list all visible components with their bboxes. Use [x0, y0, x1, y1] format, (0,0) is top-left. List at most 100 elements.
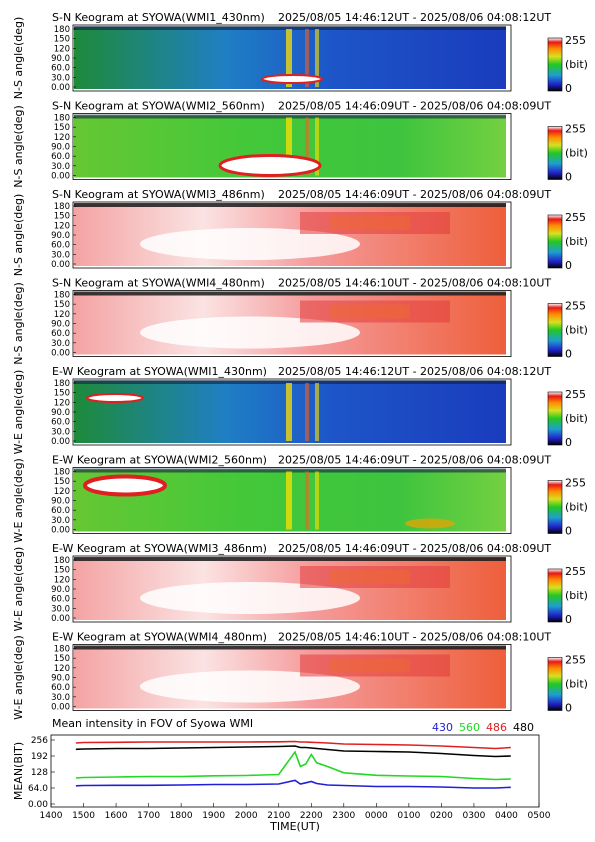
colorbar-unit-label: (bit): [565, 235, 588, 248]
keogram-top-band: [74, 26, 506, 30]
keogram-y-tick-label: 30.0: [51, 693, 70, 703]
keogram-y-tick-label: 120: [54, 133, 70, 143]
colorbar-max-label: 255: [565, 34, 586, 47]
keogram-time-range: 2025/08/05 14:46:10UT - 2025/08/06 04:08…: [278, 631, 551, 644]
keogram-y-tick-label: 30.0: [51, 339, 70, 349]
keogram-y-tick-label: 180: [54, 25, 70, 35]
colorbar: [547, 303, 563, 357]
colorbar-unit-label: (bit): [565, 501, 588, 514]
colorbar-max-label: 255: [565, 565, 586, 578]
y-tick-label: 64.0: [28, 784, 48, 794]
colorbar: [547, 37, 563, 92]
keogram-top-band: [74, 645, 506, 650]
keogram-y-tick-label: 0.00: [51, 614, 70, 624]
keogram-y-tick-label: 180: [54, 291, 70, 301]
keogram-y-tick-label: 180: [54, 114, 70, 124]
keogram-y-tick-label: 30.0: [51, 73, 70, 83]
line-chart-title: Mean intensity in FOV of Syowa WMI: [52, 717, 253, 730]
keogram-top-band: [74, 380, 506, 384]
keogram-y-tick-label: 60.0: [51, 64, 70, 74]
keogram-panel: S-N Keogram at SYOWA(WMI4_480nm) 2025/08/…: [12, 277, 588, 365]
x-tick-label: 2200: [300, 811, 323, 821]
keogram-y-tick-label: 60.0: [51, 683, 70, 693]
x-tick-label: 0400: [495, 811, 518, 821]
legend-entry: 486: [486, 721, 507, 734]
series-line: [75, 750, 511, 781]
keogram-y-tick-label: 120: [54, 575, 70, 585]
keogram-y-tick-label: 30.0: [51, 427, 70, 437]
keogram-y-tick-label: 180: [54, 379, 70, 389]
keogram-y-tick-label: 90.0: [51, 231, 70, 241]
keogram-y-tick-label: 180: [54, 202, 70, 212]
keogram-title: E-W Keogram at SYOWA(WMI1_430nm): [52, 365, 267, 378]
mean-intensity-chart: Mean intensity in FOV of Syowa WMI 430 560…: [12, 717, 551, 833]
colorbar-unit-label: (bit): [565, 324, 588, 337]
keogram-y-tick-label: 60.0: [51, 329, 70, 339]
x-tick-label: 0100: [397, 811, 420, 821]
keogram-time-range: 2025/08/05 14:46:10UT - 2025/08/06 04:08…: [278, 277, 551, 290]
keogram-top-band: [74, 557, 506, 561]
keogram-y-tick-label: 90.0: [51, 674, 70, 684]
colorbar: [547, 480, 563, 534]
keogram-y-tick-label: 150: [54, 654, 70, 664]
aurora-features: [83, 471, 455, 530]
aurora-features: [218, 117, 322, 177]
keogram-y-axis-label: W-E angle(deg): [12, 547, 25, 632]
keogram-top-band: [74, 291, 506, 296]
y-tick-label: 256: [31, 736, 48, 746]
keogram-panel: S-N Keogram at SYOWA(WMI3_486nm) 2025/08/…: [12, 188, 588, 276]
colorbar-min-label: 0: [565, 348, 572, 361]
colorbar-max-label: 255: [565, 388, 586, 401]
keogram-y-tick-label: 150: [54, 35, 70, 45]
keogram-y-tick-label: 60.0: [51, 418, 70, 428]
keogram-panel: E-W Keogram at SYOWA(WMI4_480nm) 2025/08/…: [12, 631, 588, 720]
keogram-y-tick-label: 150: [54, 123, 70, 133]
keogram-panel: E-W Keogram at SYOWA(WMI1_430nm) 2025/08/…: [12, 365, 588, 454]
colorbar-unit-label: (bit): [565, 58, 588, 71]
keogram-y-axis-label: W-E angle(deg): [12, 458, 25, 543]
keogram-y-tick-label: 120: [54, 487, 70, 497]
keogram-y-axis-label: N-S angle(deg): [12, 194, 25, 277]
x-tick-label: 1800: [170, 811, 193, 821]
aurora-features: [140, 654, 450, 703]
keogram-y-tick-label: 90.0: [51, 54, 70, 64]
keogram-time-range: 2025/08/05 14:46:12UT - 2025/08/06 04:08…: [278, 365, 551, 378]
keogram-top-band: [74, 468, 506, 473]
keogram-y-axis-label: N-S angle(deg): [12, 17, 25, 100]
series-line: [75, 740, 511, 750]
x-tick-label: 0500: [528, 811, 551, 821]
keogram-y-tick-label: 180: [54, 468, 70, 478]
x-tick-label: 0300: [462, 811, 485, 821]
keogram-time-range: 2025/08/05 14:46:09UT - 2025/08/06 04:08…: [278, 542, 551, 555]
keogram-y-tick-label: 120: [54, 44, 70, 54]
keogram-y-tick-label: 120: [54, 310, 70, 320]
keogram-panels: S-N Keogram at SYOWA(WMI1_430nm) 2025/08/…: [12, 11, 588, 720]
keogram-time-range: 2025/08/05 14:46:09UT - 2025/08/06 04:08…: [278, 454, 551, 467]
keogram-y-tick-label: 90.0: [51, 408, 70, 418]
x-tick-label: 1900: [202, 811, 225, 821]
keogram-y-tick-label: 0.00: [51, 83, 70, 93]
x-tick-label: 2100: [267, 811, 290, 821]
colorbar-unit-label: (bit): [565, 412, 588, 425]
keogram-y-tick-label: 30.0: [51, 162, 70, 172]
colorbar-unit-label: (bit): [565, 147, 588, 160]
keogram-panel: E-W Keogram at SYOWA(WMI2_560nm) 2025/08/…: [12, 454, 588, 543]
keogram-title: E-W Keogram at SYOWA(WMI2_560nm): [52, 454, 267, 467]
keogram-y-tick-label: 0.00: [51, 260, 70, 270]
colorbar-min-label: 0: [565, 702, 572, 715]
series-line: [75, 779, 511, 789]
colorbar-unit-label: (bit): [565, 678, 588, 691]
keogram-y-tick-label: 30.0: [51, 604, 70, 614]
keogram-y-tick-label: 120: [54, 664, 70, 674]
x-tick-label: 0200: [430, 811, 453, 821]
colorbar-max-label: 255: [565, 300, 586, 313]
keogram-title: S-N Keogram at SYOWA(WMI3_486nm): [52, 188, 265, 201]
x-tick-label: 1700: [137, 811, 160, 821]
keogram-y-axis-label: N-S angle(deg): [12, 282, 25, 365]
x-tick-label: 1500: [72, 811, 95, 821]
colorbar-min-label: 0: [565, 82, 572, 95]
legend-entry: 560: [459, 721, 480, 734]
keogram-y-tick-label: 60.0: [51, 241, 70, 251]
keogram-y-tick-label: 30.0: [51, 250, 70, 260]
